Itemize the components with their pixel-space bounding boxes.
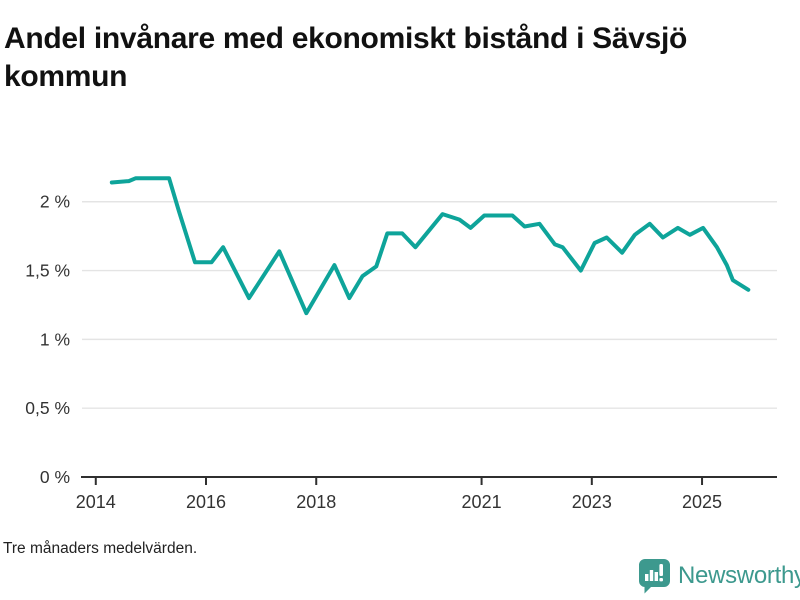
svg-text:2025: 2025 bbox=[682, 492, 722, 512]
svg-text:2014: 2014 bbox=[76, 492, 116, 512]
brand-name: Newsworthy bbox=[678, 562, 800, 589]
svg-text:2021: 2021 bbox=[462, 492, 502, 512]
svg-text:0,5 %: 0,5 % bbox=[25, 398, 70, 418]
svg-text:1 %: 1 % bbox=[40, 329, 70, 349]
chart-footnote: Tre månaders medelvärden. bbox=[3, 540, 198, 557]
newsworthy-speech-bubble-chart-icon bbox=[639, 559, 670, 594]
newsworthy-logo: Newsworthy bbox=[638, 557, 800, 595]
svg-text:0 %: 0 % bbox=[40, 467, 70, 487]
svg-text:2016: 2016 bbox=[186, 492, 226, 512]
svg-text:2018: 2018 bbox=[296, 492, 336, 512]
svg-text:2 %: 2 % bbox=[40, 192, 70, 212]
line-chart: 0 % 0,5 % 1 % 1,5 % 2 % 2014 2016 2018 2021 2023 2… bbox=[25, 176, 777, 512]
svg-text:1,5 %: 1,5 % bbox=[25, 261, 70, 281]
svg-text:2023: 2023 bbox=[572, 492, 612, 512]
page-title: Andel invånare med ekonomiskt bistånd i … bbox=[4, 22, 688, 94]
